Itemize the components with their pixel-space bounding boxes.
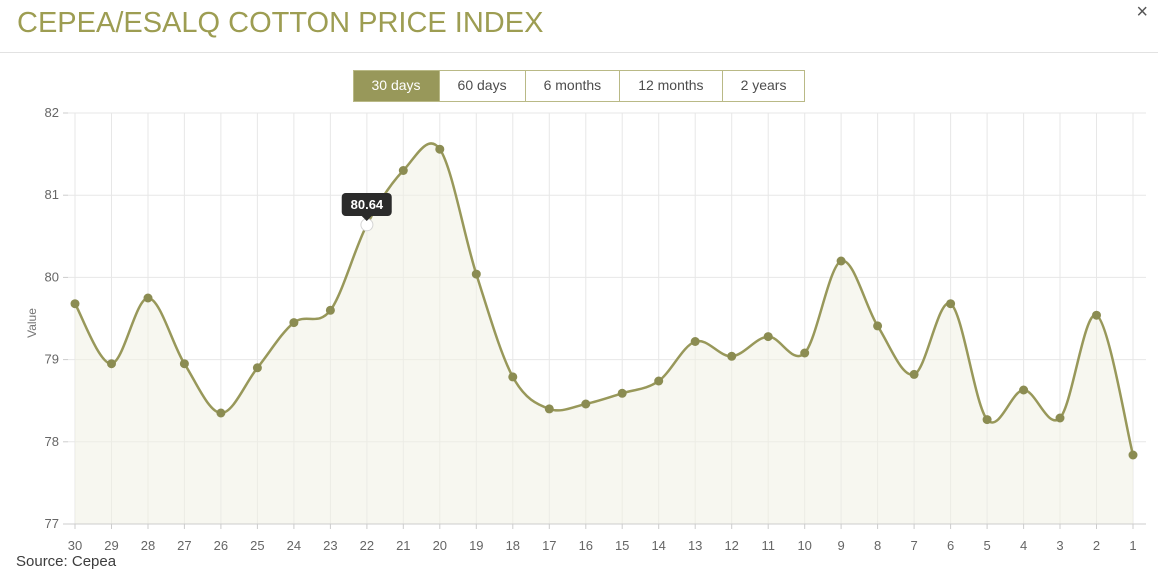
data-point[interactable] [471,269,481,279]
y-tick-label: 77 [45,516,59,531]
x-tick-label: 2 [1093,538,1100,553]
y-tick-label: 80 [45,269,59,284]
x-tick-label: 18 [506,538,520,553]
data-point[interactable] [398,166,408,175]
data-point[interactable] [581,399,591,409]
data-point[interactable] [325,305,335,315]
tooltip: 80.64 [341,192,393,221]
x-tick-label: 23 [323,538,337,553]
data-point[interactable] [1128,450,1138,460]
range-button-60-days[interactable]: 60 days [439,71,526,101]
data-point[interactable] [727,351,737,361]
data-point[interactable] [1055,413,1065,423]
x-tick-label: 1 [1129,538,1136,553]
x-tick-label: 5 [983,538,990,553]
page-title: CEPEA/ESALQ COTTON PRICE INDEX [17,7,544,39]
data-point[interactable] [435,144,445,154]
y-tick-label: 79 [45,352,59,367]
x-tick-label: 19 [469,538,483,553]
x-tick-label: 9 [837,538,844,553]
area-fill [75,143,1133,524]
data-point[interactable] [836,256,846,266]
x-tick-label: 8 [874,538,881,553]
x-tick-label: 17 [542,538,556,553]
range-button-6-months[interactable]: 6 months [525,71,621,101]
data-point[interactable] [508,372,518,382]
header: CEPEA/ESALQ COTTON PRICE INDEX × [0,0,1158,53]
x-tick-label: 11 [761,538,775,553]
data-point[interactable] [252,363,262,373]
y-tick-label: 81 [45,187,59,202]
range-button-30-days[interactable]: 30 days [353,71,440,101]
chart-svg: 30 29 28 27 26 25 24 23 22 21 20 19 18 17 16 15 14 13 12 11… [25,105,1146,553]
data-point[interactable] [179,359,189,369]
data-point[interactable] [70,299,80,309]
tooltip-value: 80.64 [350,196,384,212]
x-tick-label: 27 [177,538,191,553]
y-axis-title: Value [25,308,39,338]
x-tick-label: 15 [615,538,629,553]
data-point[interactable] [617,388,627,398]
x-tick-label: 20 [433,538,447,553]
data-point[interactable] [289,318,299,328]
data-point[interactable] [982,415,992,425]
range-button-2-years[interactable]: 2 years [722,71,805,101]
data-point[interactable] [216,408,226,418]
x-tick-label: 12 [724,538,738,553]
x-tick-label: 21 [396,538,410,553]
x-tick-label: 24 [287,538,301,553]
x-tick-label: 26 [214,538,228,553]
x-tick-label: 3 [1056,538,1063,553]
x-tick-label: 7 [910,538,917,553]
source-note: Source: Cepea [16,553,117,570]
x-tick-label: 10 [797,538,811,553]
data-point[interactable] [690,337,700,346]
data-point[interactable] [1019,385,1029,395]
x-tick-label: 25 [250,538,264,553]
range-button-12-months[interactable]: 12 months [620,71,723,101]
data-point[interactable] [800,348,810,358]
x-tick-label: 22 [360,538,374,553]
data-point[interactable] [544,404,554,414]
data-point[interactable] [107,359,116,369]
data-point[interactable] [654,376,664,386]
x-tick-label: 13 [688,538,702,553]
data-point[interactable] [763,332,773,342]
y-tick-label: 78 [45,434,59,449]
x-tick-label: 6 [947,538,954,553]
x-tick-label: 4 [1020,538,1027,553]
data-point[interactable] [143,293,153,303]
data-point[interactable] [1092,310,1101,320]
y-tick-label: 82 [45,105,59,120]
price-chart: 30 29 28 27 26 25 24 23 22 21 20 19 18 17 16 15 14 13 12 11… [0,100,1158,562]
data-point[interactable] [873,321,883,331]
data-point[interactable] [946,299,956,309]
x-tick-label: 30 [68,538,82,553]
price-line [73,142,1135,457]
x-tick-label: 14 [651,538,665,553]
data-point[interactable] [909,369,919,379]
x-tick-label: 28 [141,538,155,553]
x-tick-label: 29 [104,538,118,553]
x-tick-label: 16 [579,538,593,553]
range-button-group-inner: 30 days 60 days 6 months 12 months 2 yea… [352,70,806,102]
close-icon[interactable]: × [1132,0,1152,26]
range-button-group: 30 days 60 days 6 months 12 months 2 yea… [0,70,1158,102]
